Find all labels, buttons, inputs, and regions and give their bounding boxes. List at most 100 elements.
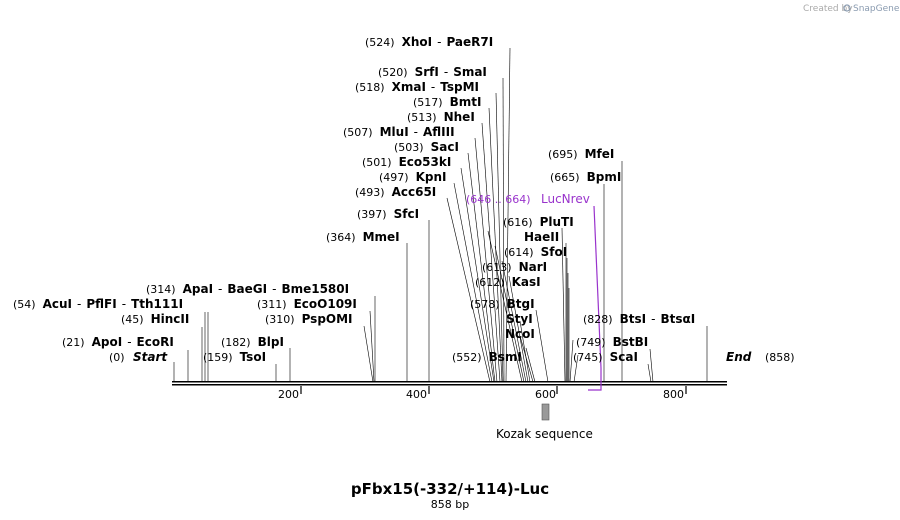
site-position: (21) bbox=[62, 336, 85, 349]
enzyme-name: SfoI bbox=[541, 245, 568, 259]
enzyme-name: Eco53kI bbox=[399, 155, 452, 169]
enzyme-name: AcuI bbox=[43, 297, 72, 311]
enzyme-name: MfeI bbox=[585, 147, 615, 161]
enzyme-name: HaeII bbox=[524, 230, 559, 244]
primer-arrow bbox=[588, 205, 602, 391]
site-position: (501) bbox=[362, 156, 392, 169]
site-position: (311) bbox=[257, 298, 287, 311]
map-length: 858 bp bbox=[431, 498, 469, 511]
enzyme-name: TsoI bbox=[240, 350, 266, 364]
enzyme-name: SfcI bbox=[394, 207, 419, 221]
site-position: (182) bbox=[221, 336, 251, 349]
connector-lines bbox=[173, 47, 708, 383]
enzyme-name: AflIII bbox=[423, 125, 455, 139]
site-position: (614) bbox=[504, 246, 534, 259]
site-position: (517) bbox=[413, 96, 443, 109]
enzyme-name: NarI bbox=[519, 260, 548, 274]
name-separator: - bbox=[651, 312, 655, 326]
site-position: (507) bbox=[343, 126, 373, 139]
kozak-feature-box bbox=[541, 403, 550, 421]
site-position: (503) bbox=[394, 141, 424, 154]
watermark-text: Created by bbox=[803, 4, 853, 14]
enzyme-name: BpmI bbox=[587, 170, 622, 184]
enzyme-name: XhoI bbox=[402, 35, 433, 49]
site-position: (828) bbox=[583, 313, 613, 326]
site-position: (314) bbox=[146, 283, 176, 296]
enzyme-name: SmaI bbox=[453, 65, 487, 79]
enzyme-name: BtsI bbox=[620, 312, 647, 326]
site-position: (513) bbox=[407, 111, 437, 124]
start-position: (0) bbox=[109, 351, 125, 364]
brand-text: SnapGene bbox=[853, 4, 900, 14]
enzyme-name: MluI bbox=[380, 125, 409, 139]
enzyme-name: ApaI bbox=[183, 282, 213, 296]
ruler bbox=[300, 386, 687, 394]
enzyme-name: BlpI bbox=[258, 335, 284, 349]
enzyme-name: KpnI bbox=[416, 170, 447, 184]
name-separator: - bbox=[122, 297, 126, 311]
primer-position: (646 .. 664) bbox=[466, 193, 531, 206]
site-position: (397) bbox=[357, 208, 387, 221]
start-label: Start bbox=[133, 350, 168, 364]
name-separator: - bbox=[127, 335, 131, 349]
enzyme-name: TspMI bbox=[440, 80, 479, 94]
restriction-site-labels: (524) XhoI - PaeR7I(520) SrfI - SmaI(518) XmaI -… bbox=[13, 35, 695, 364]
site-position: (497) bbox=[379, 171, 409, 184]
site-position: (524) bbox=[365, 36, 395, 49]
ruler-tick-label: 400 bbox=[406, 388, 427, 401]
site-position: (695) bbox=[548, 148, 578, 161]
snapgene-logo-icon bbox=[843, 4, 851, 12]
enzyme-name: KasI bbox=[512, 275, 541, 289]
name-separator: - bbox=[414, 125, 418, 139]
enzyme-name: BmtI bbox=[450, 95, 482, 109]
kozak-feature-label: Kozak sequence bbox=[496, 427, 593, 441]
primer-name: LucNrev bbox=[541, 192, 590, 206]
name-separator: - bbox=[431, 80, 435, 94]
site-position: (45) bbox=[121, 313, 144, 326]
site-position: (518) bbox=[355, 81, 385, 94]
end-position: (858) bbox=[765, 351, 795, 364]
site-position: (745) bbox=[573, 351, 603, 364]
name-separator: - bbox=[444, 65, 448, 79]
enzyme-name: ScaI bbox=[610, 350, 638, 364]
enzyme-name: StyI bbox=[506, 312, 533, 326]
site-position: (364) bbox=[326, 231, 356, 244]
enzyme-name: Tth111I bbox=[131, 297, 183, 311]
enzyme-name: BsmI bbox=[489, 350, 522, 364]
site-position: (613) bbox=[482, 261, 512, 274]
site-position: (578) bbox=[470, 298, 500, 311]
enzyme-name: NcoI bbox=[505, 327, 535, 341]
enzyme-name: EcoO109I bbox=[294, 297, 357, 311]
map-title: pFbx15(-332/+114)-Luc bbox=[351, 480, 549, 498]
enzyme-name: EcoRI bbox=[137, 335, 174, 349]
ruler-tick-label: 800 bbox=[663, 388, 684, 401]
site-position: (493) bbox=[355, 186, 385, 199]
enzyme-name: HincII bbox=[151, 312, 190, 326]
site-position: (159) bbox=[203, 351, 233, 364]
enzyme-name: BtsαI bbox=[660, 312, 695, 326]
site-position: (552) bbox=[452, 351, 482, 364]
enzyme-name: NheI bbox=[444, 110, 475, 124]
ruler-tick-label: 600 bbox=[535, 388, 556, 401]
site-position: (749) bbox=[576, 336, 606, 349]
enzyme-name: XmaI bbox=[392, 80, 426, 94]
ruler-tick-label: 200 bbox=[278, 388, 299, 401]
enzyme-name: MmeI bbox=[363, 230, 400, 244]
enzyme-name: Bme1580I bbox=[281, 282, 349, 296]
enzyme-name: BaeGI bbox=[227, 282, 267, 296]
name-separator: - bbox=[437, 35, 441, 49]
enzyme-name: SrfI bbox=[415, 65, 439, 79]
enzyme-name: ApoI bbox=[92, 335, 123, 349]
enzyme-name: PluTI bbox=[540, 215, 574, 229]
name-separator: - bbox=[77, 297, 81, 311]
site-position: (616) bbox=[503, 216, 533, 229]
enzyme-name: BstBI bbox=[613, 335, 649, 349]
name-separator: - bbox=[272, 282, 276, 296]
end-label: End bbox=[726, 350, 752, 364]
enzyme-name: PaeR7I bbox=[446, 35, 493, 49]
enzyme-name: PflFI bbox=[86, 297, 116, 311]
site-position: (54) bbox=[13, 298, 36, 311]
dna-backbone bbox=[172, 381, 727, 386]
site-position: (520) bbox=[378, 66, 408, 79]
